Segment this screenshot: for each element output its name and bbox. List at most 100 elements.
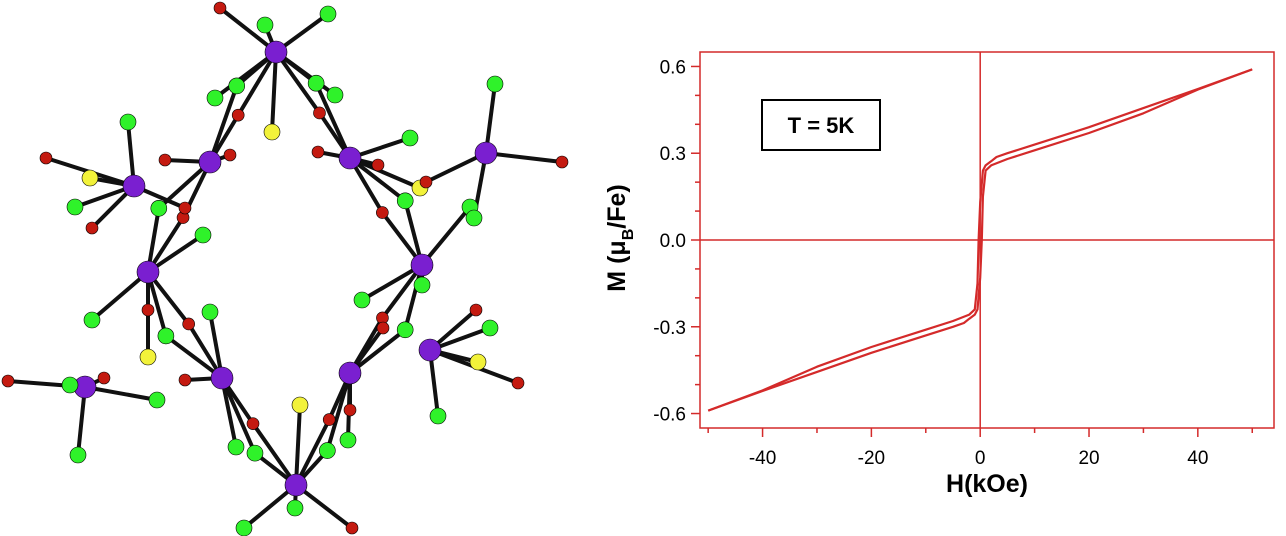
atom-f: [206, 89, 224, 107]
atom-o: [141, 303, 155, 317]
atom-f: [413, 276, 431, 294]
atom-o: [511, 376, 525, 390]
bond: [220, 376, 238, 449]
atom-o: [419, 175, 433, 189]
x-axis-ticks: -40 -20 0 20 40: [707, 428, 1253, 469]
y-axis-title-main: M (μ: [603, 240, 631, 291]
atom-o: [97, 371, 111, 385]
atom-o: [322, 413, 336, 426]
atom-o: [313, 106, 326, 120]
bond: [270, 50, 278, 134]
bond: [274, 50, 337, 97]
bond: [251, 421, 298, 487]
atom-f: [286, 499, 304, 517]
atom-o: [376, 206, 389, 219]
bond: [163, 333, 224, 380]
atom-f: [61, 376, 79, 394]
atom-o: [555, 155, 569, 169]
bond: [76, 385, 87, 457]
hysteresis-branch-descending: [707, 68, 1253, 412]
bond: [208, 83, 239, 164]
bond: [294, 483, 354, 530]
bond: [218, 6, 278, 54]
atom-layer: [1, 1, 569, 536]
atom-f: [201, 303, 219, 321]
temperature-annotation: T = 5K: [761, 99, 881, 151]
atom-s: [81, 169, 99, 187]
y-axis-title-subscript: B: [620, 229, 637, 241]
atom-f: [326, 86, 344, 104]
atom-f: [246, 444, 264, 462]
bond: [90, 270, 150, 322]
bond: [348, 327, 408, 375]
bond: [314, 81, 352, 160]
atom-f: [157, 327, 175, 345]
atom-o: [39, 151, 53, 165]
atom-o: [213, 1, 227, 15]
y-tick-label: -0.3: [653, 318, 686, 339]
atom-o: [376, 321, 390, 335]
atom-f: [481, 319, 499, 337]
bond: [274, 50, 322, 115]
x-tick-label: 20: [1078, 448, 1099, 469]
atom-o: [246, 417, 260, 430]
atom-o: [178, 201, 192, 215]
bond: [213, 50, 278, 100]
atom-f: [69, 446, 87, 464]
atom-o: [343, 403, 357, 417]
atom-o: [182, 317, 195, 331]
atom-f: [256, 16, 274, 34]
bond: [348, 156, 422, 190]
atom-f: [228, 77, 246, 95]
atom-f: [119, 113, 137, 131]
annotation-text: T = 5K: [788, 113, 855, 138]
y-tick-label: 0.3: [660, 144, 686, 165]
atom-o: [1, 374, 15, 388]
bond: [360, 263, 424, 302]
bond: [294, 417, 332, 487]
atom-o: [85, 221, 99, 235]
hysteresis-branch-ascending: [707, 68, 1253, 412]
atom-fe: [136, 260, 160, 284]
hysteresis-curves: [707, 68, 1253, 412]
atom-o: [371, 158, 385, 172]
bond: [348, 156, 408, 203]
bond: [484, 151, 564, 164]
atom-fe: [264, 40, 288, 64]
bond: [484, 82, 497, 155]
y-axis-ticks: -0.6 -0.3 0.0 0.3 0.6: [653, 57, 700, 426]
atom-fe: [418, 338, 442, 362]
atom-f: [307, 74, 325, 92]
atom-fe: [410, 253, 434, 277]
bond: [420, 205, 472, 267]
atom-f: [401, 129, 419, 147]
atom-o: [223, 148, 237, 162]
atom-f: [150, 199, 168, 217]
atom-f: [465, 209, 483, 227]
atom-s: [139, 348, 157, 366]
atom-f: [353, 291, 371, 309]
atom-o: [345, 521, 359, 535]
atom-fe: [198, 150, 222, 174]
bond: [236, 50, 278, 118]
atom-f: [235, 519, 253, 536]
atom-f: [339, 431, 357, 449]
bond: [294, 403, 302, 487]
atom-f: [194, 226, 212, 244]
atom-o: [178, 373, 192, 387]
atom-f: [83, 311, 101, 329]
x-tick-label: 0: [975, 448, 986, 469]
y-tick-label: 0.6: [660, 57, 686, 78]
atom-f: [148, 391, 166, 409]
x-tick-label: -20: [858, 448, 885, 469]
atom-s: [263, 123, 281, 141]
y-tick-label: -0.6: [653, 405, 686, 426]
annotation-box: [761, 99, 881, 151]
atom-f: [396, 321, 414, 339]
atom-s: [469, 353, 487, 371]
atom-o: [311, 145, 325, 159]
x-tick-label: -40: [749, 448, 776, 469]
bond: [83, 385, 159, 402]
y-tick-label: 0.0: [660, 231, 686, 252]
